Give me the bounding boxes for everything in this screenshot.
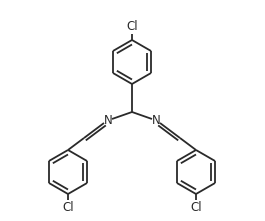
Text: N: N [152,114,160,128]
Text: Cl: Cl [62,201,74,214]
Text: Cl: Cl [190,201,202,214]
Text: Cl: Cl [126,20,138,33]
Text: N: N [104,114,112,128]
